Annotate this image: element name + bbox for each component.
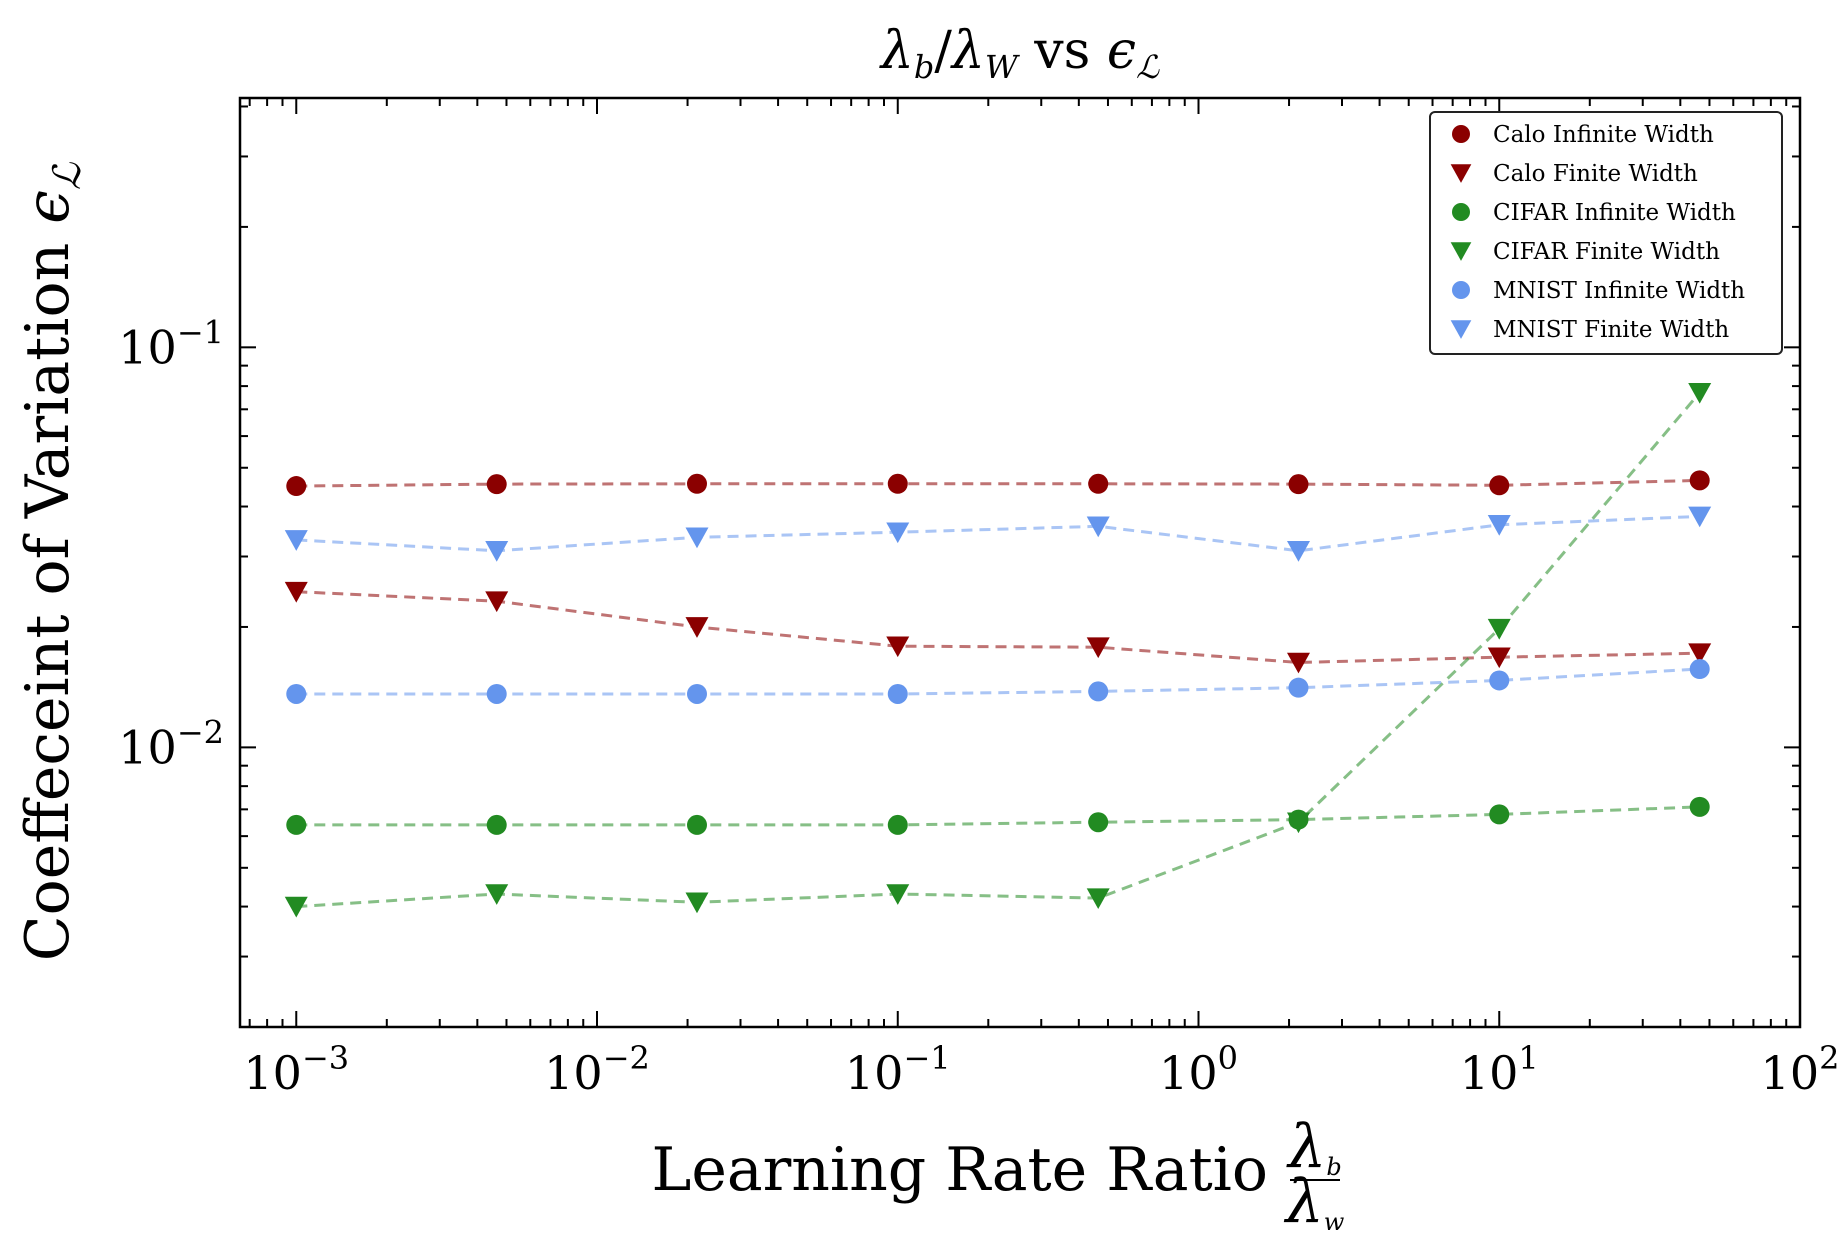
data-point xyxy=(1086,637,1110,659)
data-point xyxy=(1689,659,1710,680)
data-point xyxy=(485,541,509,562)
data-point xyxy=(1489,475,1510,496)
data-point xyxy=(284,581,308,603)
data-point xyxy=(1450,320,1472,339)
legend-label: MNIST Infinite Width xyxy=(1493,278,1745,304)
data-point xyxy=(286,683,307,704)
data-point xyxy=(886,636,910,658)
data-point xyxy=(685,892,709,914)
x-tick-label: 10−3 xyxy=(243,1039,349,1100)
y-tick-label: 10−1 xyxy=(118,313,224,374)
data-point xyxy=(686,814,707,835)
legend-entry: MNIST Infinite Width xyxy=(1452,278,1745,304)
chart-title: λb/λW vs ϵℒ xyxy=(879,21,1160,86)
data-point xyxy=(686,473,707,494)
legend: Calo Infinite Width Calo Finite Width CIFA… xyxy=(1429,111,1783,355)
data-point xyxy=(485,591,509,613)
legend-entry: Calo Finite Width xyxy=(1450,161,1698,187)
series-lines xyxy=(296,391,1701,909)
legend-label: MNIST Finite Width xyxy=(1493,317,1729,343)
data-point xyxy=(1286,541,1310,562)
legend-entry: CIFAR Infinite Width xyxy=(1452,200,1736,226)
tick-labels: 10−3 10−2 10−1 100 101 102 10−2 10−1 xyxy=(118,313,1839,1100)
data-point xyxy=(284,896,308,918)
x-tick-label: 101 xyxy=(1460,1039,1539,1100)
axis-ticks xyxy=(240,98,1801,1028)
legend-label: Calo Finite Width xyxy=(1493,161,1698,187)
data-point xyxy=(1286,652,1310,674)
data-point xyxy=(1088,812,1109,833)
data-point xyxy=(1286,812,1310,834)
data-point xyxy=(486,683,507,704)
series-line xyxy=(296,805,1700,827)
legend-entry: MNIST Finite Width xyxy=(1450,317,1729,343)
legend-label: CIFAR Infinite Width xyxy=(1493,200,1736,226)
data-point xyxy=(1487,618,1511,640)
x-tick-label: 10−1 xyxy=(845,1039,951,1100)
data-point xyxy=(685,527,709,549)
data-point xyxy=(887,683,908,704)
data-point xyxy=(1489,804,1510,825)
data-point xyxy=(286,814,307,835)
data-point xyxy=(1088,681,1109,702)
data-point xyxy=(1086,888,1110,910)
data-point xyxy=(886,884,910,905)
data-point xyxy=(1452,203,1470,221)
series-markers xyxy=(284,382,1712,918)
legend-label: CIFAR Finite Width xyxy=(1493,239,1720,265)
data-point xyxy=(886,522,910,544)
data-point xyxy=(1689,796,1710,817)
data-point xyxy=(286,476,307,497)
data-point xyxy=(1086,516,1110,538)
x-tick-label: 100 xyxy=(1159,1039,1238,1100)
data-point xyxy=(1688,506,1712,528)
x-tick-label: 10−2 xyxy=(544,1039,650,1100)
svg-text:Learning Rate Ratio: Learning Rate Ratio xyxy=(651,1135,1268,1205)
legend-label: Calo Infinite Width xyxy=(1493,122,1714,148)
data-point xyxy=(1487,647,1511,669)
x-tick-label: 102 xyxy=(1761,1039,1840,1100)
series-line xyxy=(296,478,1700,488)
legend-entry: Calo Infinite Width xyxy=(1452,122,1714,148)
data-point xyxy=(486,814,507,835)
data-point xyxy=(1288,677,1309,698)
data-point xyxy=(1487,515,1511,536)
data-point xyxy=(1088,473,1109,494)
data-point xyxy=(1489,670,1510,691)
series-line xyxy=(296,590,1700,665)
legend-box xyxy=(1429,111,1783,355)
x-axis-title: Learning Rate Ratio λb λw xyxy=(651,1112,1344,1236)
svg-text:Coeffeceint of Variation ϵℒ: Coeffeceint of Variation ϵℒ xyxy=(13,161,89,961)
data-point xyxy=(887,473,908,494)
data-point xyxy=(887,814,908,835)
data-point xyxy=(1450,164,1472,183)
y-tick-label: 10−2 xyxy=(118,713,224,774)
data-point xyxy=(1450,242,1472,261)
data-point xyxy=(486,474,507,495)
data-point xyxy=(284,530,308,551)
data-point xyxy=(485,884,509,905)
series-line xyxy=(296,514,1700,553)
data-point xyxy=(1452,125,1470,143)
y-axis-title: Coeffeceint of Variation ϵℒ xyxy=(13,161,89,961)
series-line xyxy=(296,667,1700,696)
data-point xyxy=(1688,643,1712,665)
data-point xyxy=(686,683,707,704)
legend-entry: CIFAR Finite Width xyxy=(1450,239,1720,265)
data-point xyxy=(1452,281,1470,299)
series-line xyxy=(296,391,1701,909)
data-point xyxy=(1288,474,1309,495)
data-point xyxy=(1689,470,1710,491)
data-point xyxy=(685,617,709,638)
plot-frame xyxy=(238,96,1802,1029)
data-point xyxy=(1688,382,1712,404)
